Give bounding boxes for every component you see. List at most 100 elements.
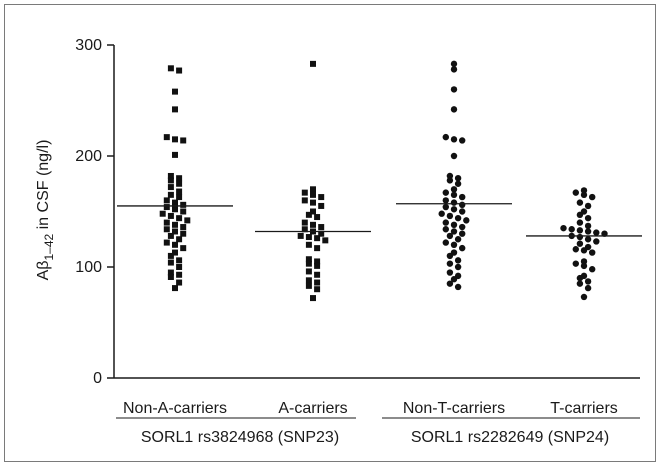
data-point: [172, 199, 178, 206]
data-point: [310, 208, 316, 215]
data-point: [163, 219, 170, 226]
data-point: [301, 189, 308, 196]
data-point: [463, 217, 470, 224]
data-point: [167, 273, 174, 280]
data-point: [318, 224, 325, 231]
data-point: [576, 280, 584, 287]
data-point: [446, 280, 454, 287]
data-point: [176, 271, 183, 278]
data-point: [310, 295, 316, 302]
data-point: [172, 241, 178, 248]
data-point: [176, 215, 183, 222]
data-point: [180, 245, 187, 252]
data-point: [172, 151, 178, 158]
data-point: [450, 241, 458, 248]
data-point: [584, 284, 592, 292]
data-point: [167, 65, 174, 72]
data-point: [184, 217, 191, 224]
data-point: [305, 256, 312, 263]
data-point: [580, 258, 588, 265]
data-point: [172, 228, 178, 235]
data-point: [172, 285, 178, 292]
data-point: [450, 66, 458, 73]
data-point: [314, 245, 321, 252]
data-point: [459, 201, 466, 209]
data-point: [172, 249, 178, 256]
mean-lines: [117, 203, 642, 237]
data-point: [180, 201, 187, 208]
data-point: [305, 211, 312, 218]
data-point: [314, 235, 321, 242]
data-point: [450, 152, 458, 160]
data-point: [442, 189, 449, 196]
data-point: [180, 224, 187, 231]
data-point: [459, 223, 466, 231]
y-axis-label: Aβ1–42 in CSF (ng/l): [35, 140, 56, 281]
data-point: [180, 137, 187, 144]
data-point: [159, 210, 166, 217]
data-point: [584, 228, 592, 235]
y-axis-label-subscript: 1–42: [42, 234, 56, 261]
data-point: [450, 199, 458, 206]
data-point: [301, 226, 308, 233]
data-point: [167, 172, 174, 179]
data-point: [450, 276, 458, 283]
data-point: [576, 227, 584, 234]
data-point: [438, 210, 445, 217]
data-point: [322, 237, 329, 244]
data-point: [568, 226, 575, 233]
data-point: [446, 232, 454, 240]
data-point: [454, 175, 462, 182]
data-point: [576, 199, 584, 206]
data-point: [446, 177, 454, 184]
category-label-non-a-carriers: Non-A-carriers: [123, 400, 227, 417]
data-point: [442, 239, 449, 246]
figure-frame: [4, 4, 656, 462]
data-point: [301, 197, 308, 204]
category-label-a-carriers: A-carriers: [278, 400, 347, 417]
data-point: [442, 133, 449, 141]
data-point: [167, 259, 174, 266]
data-point: [446, 172, 454, 180]
data-point: [450, 206, 458, 213]
data-point: [172, 106, 178, 113]
data-point: [589, 266, 596, 273]
data-point: [459, 137, 466, 144]
data-point: [167, 177, 174, 184]
data-point: [180, 230, 187, 237]
data-point: [297, 232, 304, 239]
data-point: [593, 229, 600, 236]
y-tick-label: 200: [75, 148, 102, 165]
data-point: [176, 264, 183, 270]
data-point: [163, 204, 170, 211]
y-axis-label-suffix: in CSF (ng/l): [35, 140, 52, 234]
data-point: [576, 240, 584, 247]
data-point: [318, 202, 325, 209]
data-point: [172, 88, 178, 95]
data-point: [450, 86, 458, 93]
data-point: [176, 180, 183, 187]
data-point: [580, 187, 588, 194]
data-point: [314, 279, 321, 286]
data-point: [318, 194, 325, 201]
data-point: [305, 282, 312, 289]
data-point: [314, 258, 321, 265]
data-point: [163, 197, 170, 204]
data-point: [576, 219, 584, 226]
data-point: [572, 260, 579, 267]
data-point: [176, 194, 183, 201]
data-point: [454, 180, 462, 187]
category-label-non-t-carriers: Non-T-carriers: [403, 400, 505, 417]
data-points: [159, 60, 608, 302]
data-point: [459, 193, 466, 201]
data-point: [450, 191, 458, 199]
data-point: [442, 219, 449, 226]
y-tick-label: 0: [93, 370, 102, 387]
data-point: [454, 283, 462, 291]
data-point: [446, 252, 454, 260]
data-point: [176, 188, 183, 195]
data-point: [305, 260, 312, 267]
data-point: [442, 197, 449, 204]
data-point: [459, 244, 466, 252]
data-point: [172, 136, 178, 143]
